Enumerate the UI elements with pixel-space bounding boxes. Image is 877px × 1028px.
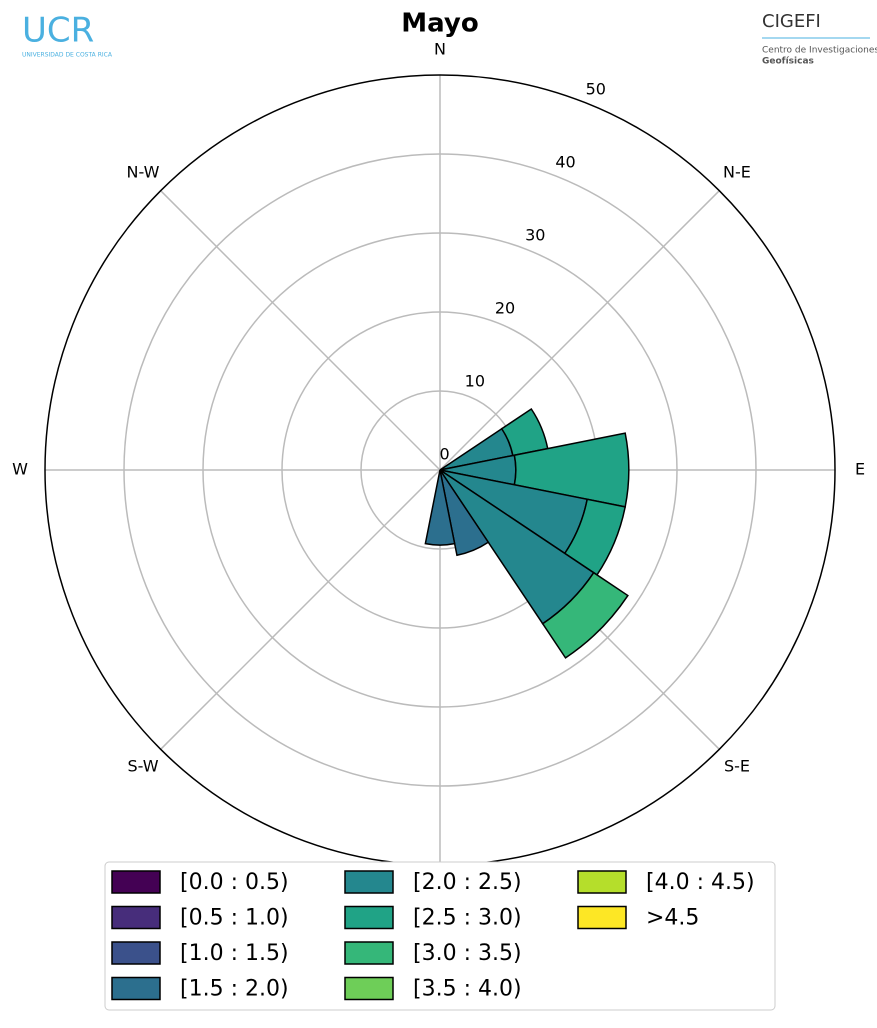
direction-label: N-W (127, 163, 160, 182)
legend-swatch (111, 870, 161, 894)
direction-label: N (434, 40, 446, 59)
r-tick-label: 20 (495, 298, 515, 317)
legend-frame (104, 861, 776, 1011)
legend-swatch (344, 976, 394, 1001)
legend-label: [4.0 : 4.5) (646, 870, 755, 895)
direction-label: N-E (723, 163, 751, 182)
legend-label: [0.5 : 1.0) (180, 906, 289, 931)
logo-left-subtitle: UNIVERSIDAD DE COSTA RICA (22, 52, 113, 59)
legend-swatch (344, 870, 394, 894)
legend-label: >4.5 (646, 906, 699, 931)
logo-right-line2: Geofísicas (762, 57, 814, 67)
legend-swatch (111, 976, 161, 1001)
legend-label: [1.0 : 1.5) (180, 941, 289, 966)
legend-swatch (577, 905, 627, 930)
r-tick-label: 0 (439, 444, 449, 463)
direction-label: S-W (127, 756, 158, 775)
legend-label: [1.5 : 2.0) (180, 977, 289, 1002)
r-tick-label: 30 (525, 225, 545, 244)
legend-swatch (344, 941, 394, 965)
legend-label: [3.5 : 4.0) (413, 977, 522, 1002)
r-tick-label: 50 (586, 79, 606, 98)
spoke (160, 469, 441, 750)
logo-right-title: CIGEFI (762, 11, 821, 32)
legend-label: [2.0 : 2.5) (413, 870, 522, 895)
chart-title: Mayo (401, 9, 478, 39)
legend-label: [0.0 : 0.5) (180, 870, 289, 895)
spoke (160, 190, 441, 471)
logo-right-line1: Centro de Investigaciones (762, 46, 877, 56)
wedge (424, 469, 456, 546)
legend-swatch (344, 905, 394, 930)
spoke (439, 190, 720, 471)
direction-label: S-E (724, 756, 750, 775)
legend-swatch (111, 941, 161, 965)
legend: [0.0 : 0.5) [0.5 : 1.0) [1.0 : 1.5) [1.5 : … (104, 861, 776, 1011)
legend-swatch (111, 905, 161, 930)
logo-left-title: UCR (22, 11, 94, 51)
direction-label: W (12, 460, 28, 479)
wedge (541, 571, 629, 659)
legend-label: [2.5 : 3.0) (413, 906, 522, 931)
legend-swatch (577, 870, 627, 894)
r-tick-label: 10 (465, 371, 485, 390)
r-tick-label: 40 (555, 152, 575, 171)
direction-label: E (855, 460, 865, 479)
legend-label: [3.0 : 3.5) (413, 941, 522, 966)
